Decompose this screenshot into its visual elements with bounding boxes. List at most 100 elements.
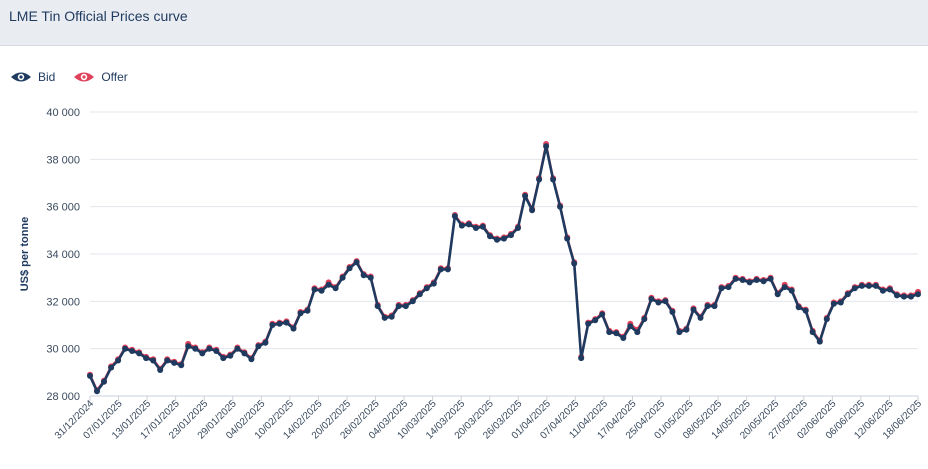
data-point-bid[interactable] xyxy=(494,236,500,243)
data-point-bid[interactable] xyxy=(634,329,641,336)
data-point-bid[interactable] xyxy=(536,176,543,183)
data-point-bid[interactable] xyxy=(915,291,921,298)
data-point-bid[interactable] xyxy=(248,356,255,363)
data-point-bid[interactable] xyxy=(409,298,416,305)
data-point-bid[interactable] xyxy=(332,285,339,292)
data-point-bid[interactable] xyxy=(676,329,683,336)
data-point-bid[interactable] xyxy=(788,287,795,294)
data-point-bid[interactable] xyxy=(753,277,760,283)
data-point-bid[interactable] xyxy=(908,293,914,300)
data-point-bid[interactable] xyxy=(515,225,521,231)
data-point-bid[interactable] xyxy=(886,286,893,293)
data-point-bid[interactable] xyxy=(262,339,269,346)
data-point-bid[interactable] xyxy=(129,348,136,354)
data-point-bid[interactable] xyxy=(893,292,900,299)
data-point-bid[interactable] xyxy=(157,367,164,373)
data-point-bid[interactable] xyxy=(318,287,325,294)
data-point-bid[interactable] xyxy=(529,207,536,214)
data-point-bid[interactable] xyxy=(802,307,809,314)
data-point-bid[interactable] xyxy=(571,260,578,267)
data-point-bid[interactable] xyxy=(690,306,697,313)
data-point-bid[interactable] xyxy=(830,300,837,307)
data-point-bid[interactable] xyxy=(115,357,122,364)
data-point-bid[interactable] xyxy=(178,362,185,369)
data-point-bid[interactable] xyxy=(718,285,725,292)
data-point-bid[interactable] xyxy=(360,272,367,279)
data-point-bid[interactable] xyxy=(522,193,529,199)
data-point-bid[interactable] xyxy=(620,335,627,341)
data-point-bid[interactable] xyxy=(809,329,816,336)
data-point-bid[interactable] xyxy=(311,286,318,293)
data-point-bid[interactable] xyxy=(171,359,178,366)
data-point-bid[interactable] xyxy=(585,320,592,327)
data-point-bid[interactable] xyxy=(479,223,486,230)
data-point-bid[interactable] xyxy=(206,345,213,352)
data-point-bid[interactable] xyxy=(472,225,479,231)
data-point-bid[interactable] xyxy=(122,345,129,352)
data-point-bid[interactable] xyxy=(402,303,409,310)
data-point-bid[interactable] xyxy=(381,314,388,321)
data-point-bid[interactable] xyxy=(269,322,276,328)
data-point-bid[interactable] xyxy=(423,285,430,292)
data-point-bid[interactable] xyxy=(606,329,613,336)
data-point-bid[interactable] xyxy=(837,299,844,306)
data-point-bid[interactable] xyxy=(641,316,648,323)
data-point-bid[interactable] xyxy=(101,378,107,385)
data-point-bid[interactable] xyxy=(108,364,115,371)
data-point-bid[interactable] xyxy=(297,310,304,317)
data-point-bid[interactable] xyxy=(732,275,739,282)
data-point-bid[interactable] xyxy=(192,345,199,352)
data-point-bid[interactable] xyxy=(487,233,493,240)
data-point-bid[interactable] xyxy=(844,291,851,298)
data-point-bid[interactable] xyxy=(816,338,823,345)
data-point-bid[interactable] xyxy=(725,284,732,291)
data-point-bid[interactable] xyxy=(760,278,767,285)
data-point-bid[interactable] xyxy=(213,348,220,354)
data-point-bid[interactable] xyxy=(711,303,718,310)
data-point-bid[interactable] xyxy=(823,316,830,323)
data-point-bid[interactable] xyxy=(613,330,620,337)
data-point-bid[interactable] xyxy=(627,323,634,330)
data-point-bid[interactable] xyxy=(241,350,248,357)
data-point-bid[interactable] xyxy=(416,291,423,298)
data-point-bid[interactable] xyxy=(346,265,353,272)
data-point-bid[interactable] xyxy=(858,282,865,289)
data-point-bid[interactable] xyxy=(662,298,669,305)
data-point-bid[interactable] xyxy=(465,221,472,228)
data-point-bid[interactable] xyxy=(774,291,781,298)
data-point-bid[interactable] xyxy=(290,325,297,332)
data-point-bid[interactable] xyxy=(767,275,774,282)
data-point-bid[interactable] xyxy=(592,317,599,324)
data-point-bid[interactable] xyxy=(234,345,241,352)
data-point-bid[interactable] xyxy=(578,355,585,362)
data-point-bid[interactable] xyxy=(543,143,550,150)
data-point-bid[interactable] xyxy=(781,284,788,291)
data-point-bid[interactable] xyxy=(276,320,283,327)
data-point-bid[interactable] xyxy=(164,357,171,364)
data-point-bid[interactable] xyxy=(255,343,262,350)
data-point-bid[interactable] xyxy=(508,232,514,239)
data-point-bid[interactable] xyxy=(746,279,753,286)
data-point-bid[interactable] xyxy=(136,350,143,357)
data-point-bid[interactable] xyxy=(304,307,311,314)
data-point-bid[interactable] xyxy=(150,357,157,364)
data-point-bid[interactable] xyxy=(367,274,374,281)
data-point-bid[interactable] xyxy=(697,314,704,321)
data-point-bid[interactable] xyxy=(283,319,290,326)
data-point-bid[interactable] xyxy=(437,266,444,273)
data-point-bid[interactable] xyxy=(444,266,451,273)
data-point-bid[interactable] xyxy=(599,311,606,318)
data-point-bid[interactable] xyxy=(901,293,907,300)
data-point-bid[interactable] xyxy=(94,388,100,395)
data-point-bid[interactable] xyxy=(872,282,879,289)
data-point-bid[interactable] xyxy=(865,282,872,289)
data-point-bid[interactable] xyxy=(564,235,571,242)
data-point-bid[interactable] xyxy=(451,213,458,220)
legend-item-offer[interactable]: Offer xyxy=(73,70,128,84)
data-point-bid[interactable] xyxy=(339,274,346,281)
data-point-bid[interactable] xyxy=(220,355,227,362)
data-point-bid[interactable] xyxy=(795,304,802,311)
data-point-bid[interactable] xyxy=(430,280,437,287)
data-point-bid[interactable] xyxy=(227,352,234,359)
data-point-bid[interactable] xyxy=(704,303,711,310)
